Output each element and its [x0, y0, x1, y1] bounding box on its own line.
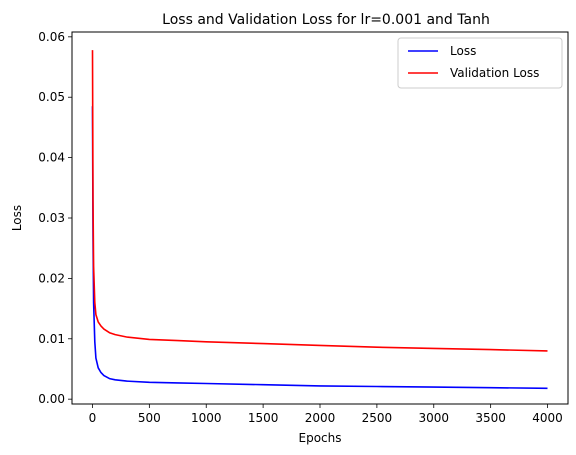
legend: Loss Validation Loss	[397, 37, 563, 89]
y-tick-label: 0.03	[38, 211, 65, 225]
x-tick-label: 2000	[305, 411, 336, 425]
y-tick-label: 0.04	[38, 151, 65, 165]
y-axis-label: Loss	[10, 205, 24, 231]
x-tick-label: 4000	[532, 411, 563, 425]
x-tick-label: 3500	[475, 411, 506, 425]
x-axis-label: Epochs	[299, 431, 342, 445]
y-tick-label: 0.00	[38, 392, 65, 406]
legend-label-loss: Loss	[450, 44, 476, 58]
x-tick-label: 0	[89, 411, 97, 425]
legend-label-validation-loss: Validation Loss	[450, 66, 539, 80]
x-tick-label: 2500	[362, 411, 393, 425]
x-tick-label: 1500	[248, 411, 279, 425]
validation-loss-line	[91, 50, 548, 352]
x-axis: 0 500 1000 1500 2000 2500 3000 3500 4000	[89, 404, 563, 425]
chart-title: Loss and Validation Loss for lr=0.001 an…	[162, 12, 490, 28]
x-tick-label: 500	[138, 411, 161, 425]
y-tick-label: 0.02	[38, 271, 65, 285]
x-tick-label: 1000	[191, 411, 222, 425]
y-axis: 0.00 0.01 0.02 0.03 0.04 0.05 0.06	[38, 30, 72, 406]
y-tick-label: 0.05	[38, 90, 65, 104]
y-tick-label: 0.06	[38, 30, 65, 44]
loss-line	[91, 106, 548, 390]
plot-lines	[91, 50, 548, 390]
y-tick-label: 0.01	[38, 332, 65, 346]
x-tick-label: 3000	[418, 411, 449, 425]
legend-box	[397, 37, 563, 89]
